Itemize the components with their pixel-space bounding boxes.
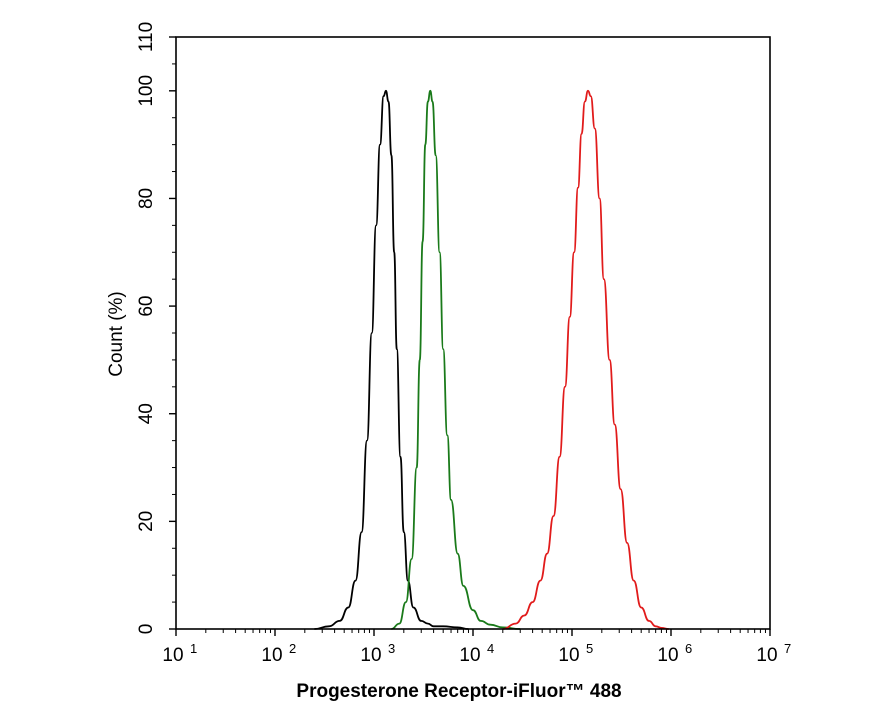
x-tick-exponent: 2 bbox=[289, 641, 296, 656]
x-tick-label: 10 bbox=[459, 645, 480, 666]
x-tick-exponent: 5 bbox=[586, 641, 593, 656]
y-tick-label: 60 bbox=[136, 296, 157, 317]
x-tick-exponent: 7 bbox=[784, 641, 791, 656]
y-tick-label: 40 bbox=[136, 403, 157, 424]
x-tick-label: 10 bbox=[558, 645, 579, 666]
y-tick-label: 20 bbox=[136, 511, 157, 532]
x-tick-exponent: 1 bbox=[190, 641, 197, 656]
x-axis-ticks: 10 1 10 2 10 3 10 4 10 5 10 6 10 7 bbox=[162, 629, 791, 666]
x-tick-label: 10 bbox=[756, 645, 777, 666]
y-tick-label: 100 bbox=[136, 75, 157, 107]
y-axis-ticks: 0 20 40 60 80 100 110 bbox=[136, 22, 176, 634]
x-axis-title: Progesterone Receptor-iFluor™ 488 bbox=[296, 681, 621, 702]
y-axis-title: Count (%) bbox=[106, 291, 127, 377]
y-tick-label: 0 bbox=[136, 624, 157, 635]
series-line-2 bbox=[391, 89, 521, 630]
x-tick-label: 10 bbox=[261, 645, 282, 666]
x-tick-label: 10 bbox=[162, 645, 183, 666]
y-tick-label: 110 bbox=[136, 22, 157, 52]
x-tick-exponent: 4 bbox=[487, 641, 494, 656]
x-tick-label: 10 bbox=[657, 645, 678, 666]
y-tick-label: 80 bbox=[136, 188, 157, 209]
plot-frame bbox=[175, 36, 771, 630]
histogram-series bbox=[314, 89, 669, 630]
x-tick-exponent: 3 bbox=[388, 641, 395, 656]
series-line-1 bbox=[314, 89, 469, 630]
x-tick-exponent: 6 bbox=[685, 641, 692, 656]
series-line-3 bbox=[502, 89, 669, 630]
x-tick-label: 10 bbox=[360, 645, 381, 666]
